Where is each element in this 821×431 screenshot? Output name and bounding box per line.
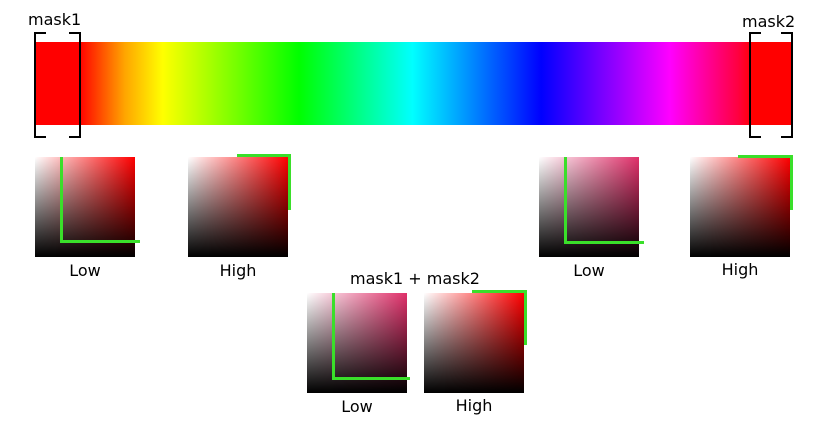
- low-selection-outline: [332, 293, 410, 380]
- hue-spectrum-bar: [34, 42, 791, 125]
- high-selection-outline: [738, 155, 793, 210]
- low-selection-outline: [60, 157, 140, 243]
- high-selection-outline: [237, 154, 291, 210]
- mask1-bracket-end: [69, 32, 81, 138]
- low-selection-outline: [564, 157, 644, 244]
- mask1-high-swatch: [188, 154, 291, 257]
- combined-low-swatch: [307, 293, 410, 393]
- mask2-label: mask2: [742, 12, 796, 31]
- combined-high-swatch: [424, 290, 527, 393]
- mask2-low-swatch: [539, 157, 644, 257]
- mask2-high-swatch: [690, 155, 793, 257]
- combined-high-label: High: [455, 396, 493, 415]
- mask2-bracket: [749, 32, 761, 138]
- high-selection-outline: [472, 290, 527, 345]
- mask1-low-swatch: [35, 157, 140, 257]
- mask1-bracket: [34, 32, 46, 138]
- combined-low-label: Low: [341, 397, 373, 416]
- mask1-label: mask1: [28, 10, 82, 29]
- mask2-low-label: Low: [573, 261, 605, 280]
- mask2-high-label: High: [721, 260, 759, 279]
- mask1-high-label: High: [219, 261, 257, 280]
- mask1-low-label: Low: [69, 261, 101, 280]
- combined-label: mask1 + mask2: [350, 269, 480, 288]
- mask2-bracket-end: [781, 32, 793, 138]
